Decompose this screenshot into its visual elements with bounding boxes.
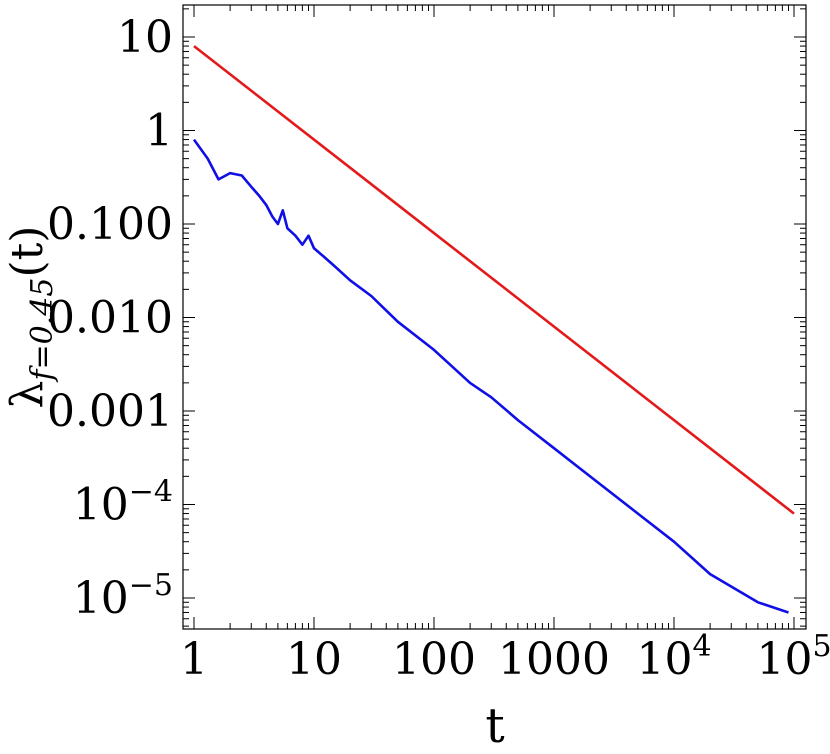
y-tick-label: 0.001 — [47, 386, 173, 437]
series-layer — [192, 45, 795, 614]
y-tick-label: 0.010 — [47, 293, 173, 344]
svg-text:λf=0.45(t): λf=0.45(t) — [2, 226, 60, 409]
y-tick-label: 1 — [145, 106, 173, 157]
axis-ticks — [183, 5, 806, 629]
y-axis-label-subscript: f=0.45 — [25, 278, 60, 383]
tick-labels: 1 10 100 1000 104 105 10 1 0.100 0.010 0.001 10−4 10… — [47, 12, 830, 685]
y-axis-label-suffix: (t) — [2, 226, 53, 278]
x-tick-label: 104 — [636, 629, 711, 685]
y-tick-label: 10 — [117, 12, 173, 63]
y-axis-label-symbol: λ — [2, 381, 53, 409]
y-tick-label: 10−5 — [73, 568, 173, 624]
series-line-2 — [192, 138, 789, 614]
x-tick-label: 100 — [392, 634, 476, 685]
x-tick-label: 10 — [286, 634, 342, 685]
series-line-1 — [193, 45, 795, 515]
y-tick-label: 10−4 — [73, 475, 173, 531]
x-tick-label: 105 — [756, 629, 830, 685]
plot-frame — [182, 4, 807, 630]
x-tick-label: 1000 — [498, 634, 610, 685]
y-axis-label-group: λf=0.45(t) — [2, 226, 60, 409]
y-tick-label: 0.100 — [47, 199, 173, 250]
x-tick-label: 1 — [180, 634, 208, 685]
x-axis-label: t — [485, 698, 504, 754]
